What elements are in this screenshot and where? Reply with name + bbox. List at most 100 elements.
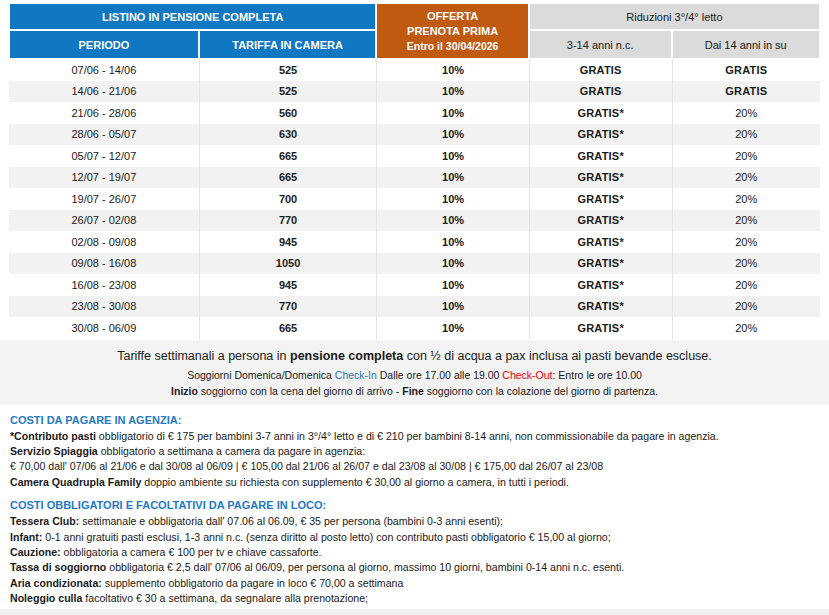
note-checkin-checkout: Soggiorni Domenica/Domenica Check-In Dal… <box>10 369 819 381</box>
riduzione-3-14-cell: GRATIS* <box>529 253 672 275</box>
riduzione-3-14-cell: GRATIS* <box>529 231 672 253</box>
table-row: 26/07 - 02/0877010%GRATIS*20% <box>9 210 820 232</box>
riduzione-dai-14-cell: 20% <box>672 145 820 167</box>
table-row: 21/06 - 28/0656010%GRATIS*20% <box>9 102 820 124</box>
period-cell: 19/07 - 26/07 <box>9 188 199 210</box>
header-periodo: PERIODO <box>9 30 199 59</box>
period-cell: 07/06 - 14/06 <box>9 59 199 81</box>
header-riduzione-dai-14: Dai 14 anni in su <box>672 30 820 59</box>
section-line: Cauzione: obbligatoria a camera € 100 pe… <box>10 545 819 560</box>
tariffa-cell: 945 <box>199 274 377 296</box>
table-row: 07/06 - 14/0652510%GRATISGRATIS <box>9 59 820 81</box>
table-row: 19/07 - 26/0770010%GRATIS*20% <box>9 188 820 210</box>
table-row: 16/08 - 23/0894510%GRATIS*20% <box>9 274 820 296</box>
offerta-line1: OFFERTA <box>379 9 525 24</box>
table-row: 30/08 - 06/0966510%GRATIS*20% <box>9 317 820 339</box>
section-costi-loco: COSTI OBBLIGATORI E FACOLTATIVI DA PAGAR… <box>0 499 829 615</box>
offerta-line2: PRENOTA PRIMA <box>379 24 525 39</box>
period-cell: 02/08 - 09/08 <box>9 231 199 253</box>
period-cell: 12/07 - 19/07 <box>9 167 199 189</box>
tariffa-cell: 525 <box>199 59 377 81</box>
period-cell: 30/08 - 06/09 <box>9 317 199 339</box>
header-listino: LISTINO IN PENSIONE COMPLETA <box>9 3 376 30</box>
riduzione-3-14-cell: GRATIS* <box>529 188 672 210</box>
period-cell: 28/06 - 05/07 <box>9 124 199 146</box>
section-line: Servizio Spiaggia obbligatorio a settima… <box>10 444 819 459</box>
tariffa-cell: 770 <box>199 210 377 232</box>
riduzione-3-14-cell: GRATIS* <box>529 274 672 296</box>
tariffa-cell: 665 <box>199 145 377 167</box>
tariffa-cell: 700 <box>199 188 377 210</box>
section-line: *Contributo pasti obbligatorio di € 175 … <box>10 429 819 444</box>
riduzione-3-14-cell: GRATIS* <box>529 210 672 232</box>
table-row: 02/08 - 09/0894510%GRATIS*20% <box>9 231 820 253</box>
period-cell: 09/08 - 16/08 <box>9 253 199 275</box>
offerta-cell: 10% <box>376 59 528 81</box>
offerta-line3: Entro il 30/04/2026 <box>379 39 525 54</box>
header-riduzione-3-14: 3-14 anni n.c. <box>529 30 672 59</box>
riduzione-3-14-cell: GRATIS* <box>529 145 672 167</box>
note-inizio-fine: Inizio soggiorno con la cena del giorno … <box>10 385 819 397</box>
riduzione-dai-14-cell: 20% <box>672 124 820 146</box>
section-lines-agenzia: *Contributo pasti obbligatorio di € 175 … <box>10 429 819 491</box>
offerta-cell: 10% <box>376 188 528 210</box>
notes-band: Tariffe settimanali a persona in pension… <box>0 340 829 405</box>
offerta-cell: 10% <box>376 253 528 275</box>
riduzione-dai-14-cell: 20% <box>672 102 820 124</box>
period-cell: 26/07 - 02/08 <box>9 210 199 232</box>
offerta-cell: 10% <box>376 167 528 189</box>
tariffa-cell: 665 <box>199 317 377 339</box>
section-lines-loco: Tessera Club: settimanale e obbligatoria… <box>10 514 819 615</box>
table-row: 05/07 - 12/0766510%GRATIS*20% <box>9 145 820 167</box>
section-costi-agenzia: COSTI DA PAGARE IN AGENZIA: *Contributo … <box>0 414 829 491</box>
riduzione-3-14-cell: GRATIS <box>529 59 672 81</box>
offerta-cell: 10% <box>376 296 528 318</box>
offerta-cell: 10% <box>376 102 528 124</box>
tariffa-cell: 1050 <box>199 253 377 275</box>
offerta-cell: 10% <box>376 124 528 146</box>
table-row: 12/07 - 19/0766510%GRATIS*20% <box>9 167 820 189</box>
period-cell: 14/06 - 21/06 <box>9 81 199 103</box>
riduzione-3-14-cell: GRATIS <box>529 81 672 103</box>
table-row: 28/06 - 05/0763010%GRATIS*20% <box>9 124 820 146</box>
tariffa-cell: 560 <box>199 102 377 124</box>
period-cell: 05/07 - 12/07 <box>9 145 199 167</box>
price-table-body: 07/06 - 14/0652510%GRATISGRATIS14/06 - 2… <box>9 59 820 339</box>
riduzione-dai-14-cell: GRATIS <box>672 59 820 81</box>
riduzione-dai-14-cell: 20% <box>672 210 820 232</box>
section-line: Camera Quadrupla Family doppio ambiente … <box>10 475 819 490</box>
riduzione-dai-14-cell: 20% <box>672 253 820 275</box>
section-line: Tassa di soggiorno obbligatoria € 2,5 da… <box>10 560 819 575</box>
offerta-cell: 10% <box>376 274 528 296</box>
note-tariffe: Tariffe settimanali a persona in pension… <box>10 349 819 363</box>
section-line: Tessera Club: settimanale e obbligatoria… <box>10 514 819 529</box>
riduzione-dai-14-cell: GRATIS <box>672 81 820 103</box>
bottom-divider <box>0 609 829 615</box>
period-cell: 23/08 - 30/08 <box>9 296 199 318</box>
offerta-cell: 10% <box>376 81 528 103</box>
header-offerta-prenota-prima: OFFERTA PRENOTA PRIMA Entro il 30/04/202… <box>376 3 528 59</box>
table-row: 09/08 - 16/08105010%GRATIS*20% <box>9 253 820 275</box>
table-row: 23/08 - 30/0877010%GRATIS*20% <box>9 296 820 318</box>
riduzione-dai-14-cell: 20% <box>672 317 820 339</box>
offerta-cell: 10% <box>376 210 528 232</box>
section-heading-agenzia: COSTI DA PAGARE IN AGENZIA: <box>10 414 819 426</box>
section-line: Aria condizionata: supplemento obbligato… <box>10 576 819 591</box>
riduzione-dai-14-cell: 20% <box>672 231 820 253</box>
tariffa-cell: 630 <box>199 124 377 146</box>
price-table-header: LISTINO IN PENSIONE COMPLETA OFFERTA PRE… <box>9 3 820 59</box>
price-list-page: LISTINO IN PENSIONE COMPLETA OFFERTA PRE… <box>0 0 829 615</box>
tariffa-cell: 525 <box>199 81 377 103</box>
offerta-cell: 10% <box>376 231 528 253</box>
riduzione-dai-14-cell: 20% <box>672 274 820 296</box>
table-row: 14/06 - 21/0652510%GRATISGRATIS <box>9 81 820 103</box>
riduzione-3-14-cell: GRATIS* <box>529 296 672 318</box>
offerta-cell: 10% <box>376 145 528 167</box>
riduzione-3-14-cell: GRATIS* <box>529 317 672 339</box>
section-line: Noleggio culla facoltativo € 30 a settim… <box>10 591 819 606</box>
header-riduzioni: Riduzioni 3°/4° letto <box>529 3 820 30</box>
riduzione-3-14-cell: GRATIS* <box>529 102 672 124</box>
riduzione-dai-14-cell: 20% <box>672 188 820 210</box>
period-cell: 16/08 - 23/08 <box>9 274 199 296</box>
price-table: LISTINO IN PENSIONE COMPLETA OFFERTA PRE… <box>9 3 820 339</box>
